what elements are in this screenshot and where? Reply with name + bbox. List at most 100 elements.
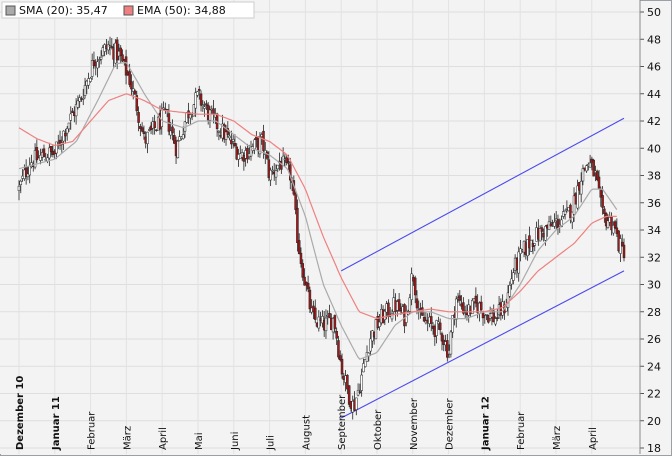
candle-body <box>346 374 349 390</box>
y-tick-label: 28 <box>647 306 661 319</box>
candle-body <box>99 56 103 60</box>
legend-swatch-ema <box>123 5 134 16</box>
y-tick-label: 40 <box>647 142 661 155</box>
candle-body <box>335 331 338 339</box>
candle-body <box>479 301 483 310</box>
candle-body <box>148 129 151 131</box>
legend-swatch-sma <box>5 5 16 16</box>
candle-body <box>446 340 449 358</box>
candle-body <box>69 113 73 121</box>
candle-body <box>410 273 413 300</box>
candle-body <box>201 104 205 106</box>
y-tick-label: 22 <box>647 388 661 401</box>
candle-body <box>581 168 585 182</box>
y-tick-label: 46 <box>647 61 661 74</box>
candle-body <box>153 121 156 129</box>
candle-body <box>579 180 583 195</box>
x-tick-label: Juni <box>230 432 241 451</box>
candle-body <box>592 159 595 177</box>
candle-body <box>422 317 426 322</box>
candle-body <box>249 146 253 157</box>
candle-body <box>48 147 51 159</box>
candle-body <box>89 77 92 82</box>
candle-body <box>181 134 185 140</box>
candle-body <box>274 170 278 178</box>
candle-body <box>135 95 139 112</box>
candle-body <box>494 318 497 325</box>
y-tick-label: 42 <box>647 115 661 128</box>
candle-body <box>176 140 180 159</box>
x-tick-label: Dezember <box>445 398 456 450</box>
candle-body <box>588 162 592 168</box>
candle-body <box>321 316 324 324</box>
candle-body <box>67 122 71 130</box>
candle-body <box>597 176 601 189</box>
candle-body <box>390 313 394 320</box>
candle-body <box>506 292 510 308</box>
candle-body <box>87 78 90 86</box>
y-tick-label: 24 <box>647 360 661 373</box>
candle-body <box>83 85 87 96</box>
candle-body <box>519 248 522 254</box>
candle-body <box>96 61 99 69</box>
candle-body <box>338 355 342 361</box>
y-tick-label: 44 <box>647 88 661 101</box>
candle-body <box>119 47 122 57</box>
candle-body <box>378 321 381 327</box>
candle-body <box>233 142 237 147</box>
candle-body <box>28 165 31 176</box>
candle-body <box>397 299 401 312</box>
y-tick-label: 26 <box>647 333 661 346</box>
candle-body <box>271 169 274 172</box>
candle-body <box>462 302 465 314</box>
candle-body <box>98 59 101 61</box>
candle-body <box>131 88 135 92</box>
candle-body <box>553 221 556 227</box>
candle-body <box>538 228 542 242</box>
candle-body <box>487 315 490 323</box>
candle-body <box>65 128 69 134</box>
y-tick-label: 50 <box>647 6 661 19</box>
candle-body <box>601 195 604 208</box>
candle-body <box>540 227 544 232</box>
candle-body <box>438 322 442 331</box>
candle-body <box>106 44 110 51</box>
candle-body <box>42 148 46 158</box>
candle-body <box>458 295 462 301</box>
candle-body <box>208 109 212 121</box>
y-axis-ticks: 18 20 22 24 26 28 30 32 34 36 38 40 42 44 46 48 50 <box>639 0 661 455</box>
x-tick-label: März <box>122 426 133 450</box>
x-tick-label: Februar <box>516 411 527 450</box>
candle-body <box>262 130 265 151</box>
candle-body <box>108 45 112 47</box>
candle-body <box>121 54 124 62</box>
candle-body <box>415 298 419 309</box>
candle-body <box>231 139 235 142</box>
candle-body <box>451 315 454 333</box>
x-tick-label: November <box>409 397 420 450</box>
candle-body <box>369 338 372 352</box>
candle-body <box>440 333 444 342</box>
channel-upper-line <box>340 117 625 272</box>
candle-body <box>363 359 367 367</box>
candle-body <box>192 104 196 117</box>
trend-channel <box>340 117 625 419</box>
y-tick-label: 32 <box>647 251 661 264</box>
candle-body <box>299 252 303 264</box>
candle-body <box>510 278 513 285</box>
x-tick-label: Mai <box>194 432 205 450</box>
y-tick-label: 20 <box>647 415 661 428</box>
y-tick-label: 38 <box>647 170 661 183</box>
candle-body <box>374 319 378 340</box>
candle-body <box>173 135 176 144</box>
candle-body <box>383 310 387 320</box>
legend: SMA (20): 35,47 EMA (50): 34,88 <box>1 1 255 19</box>
candle-body <box>199 93 203 106</box>
x-tick-label: Dezember 10 <box>15 376 26 450</box>
candle-body <box>198 88 201 91</box>
candle-body <box>556 219 560 229</box>
candle-body <box>435 320 438 336</box>
channel-lower-line <box>340 270 625 419</box>
x-tick-label: Februar <box>87 411 98 450</box>
